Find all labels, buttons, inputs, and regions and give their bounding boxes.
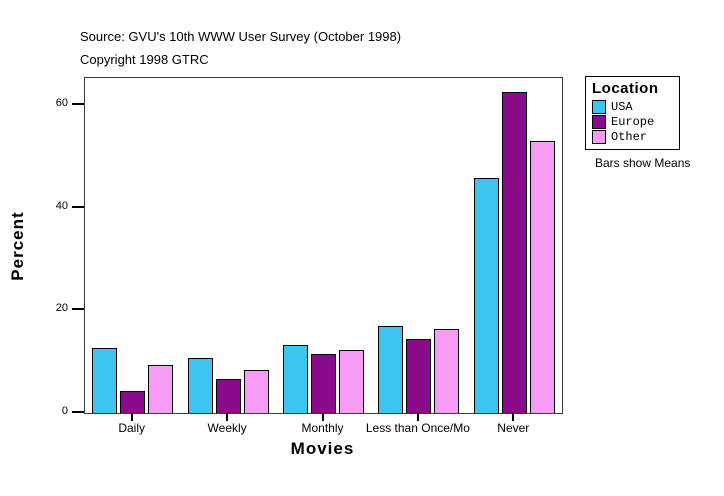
x-tick-label: Less than Once/Mo — [365, 421, 470, 435]
legend-swatch-other — [592, 129, 606, 144]
y-tick-0 — [72, 411, 84, 413]
legend-item-other: Other — [592, 129, 673, 144]
legend-items: USA Europe Other — [592, 99, 673, 144]
bar-usa-3 — [378, 326, 403, 413]
bar-europe-3 — [406, 339, 431, 413]
x-tick-label: Weekly — [207, 421, 247, 435]
x-tick-label: Monthly — [301, 421, 344, 435]
bar-usa-0 — [92, 348, 117, 413]
x-tick-4 — [512, 413, 515, 421]
x-tick-2 — [321, 413, 324, 421]
bar-usa-4 — [474, 178, 499, 413]
bar-europe-0 — [120, 391, 145, 413]
bar-other-3 — [434, 329, 459, 413]
y-tick-label-20: 20 — [55, 302, 68, 315]
bar-usa-1 — [188, 358, 213, 413]
y-tick-40 — [72, 205, 84, 208]
x-tick-label: Never — [497, 421, 530, 435]
plot-area — [84, 77, 563, 414]
legend-swatch-usa — [592, 99, 606, 114]
copyright-text: Copyright 1998 GTRC — [80, 52, 209, 67]
x-axis-title: Movies — [290, 439, 355, 458]
legend-label: Europe — [611, 114, 655, 129]
bar-other-2 — [339, 350, 364, 413]
bar-europe-1 — [216, 379, 241, 413]
x-tick-label: Daily — [118, 421, 146, 435]
legend-swatch-europe — [592, 114, 606, 129]
bar-europe-4 — [502, 92, 527, 413]
bar-other-0 — [148, 365, 173, 413]
y-tick-label-40: 40 — [55, 199, 68, 212]
y-tick-60 — [72, 103, 84, 106]
x-tick-1 — [226, 413, 229, 421]
y-tick-20 — [72, 308, 84, 311]
legend-label: Other — [611, 129, 648, 144]
x-tick-3 — [416, 413, 419, 421]
legend-note: Bars show Means — [595, 156, 691, 170]
source-text: Source: GVU's 10th WWW User Survey (Octo… — [80, 29, 402, 44]
legend-item-usa: USA — [592, 99, 673, 114]
y-tick-label-0: 0 — [61, 405, 68, 417]
y-axis-title: Percent — [8, 211, 27, 281]
legend-item-europe: Europe — [592, 114, 673, 129]
legend-title: Location — [592, 80, 659, 97]
legend-label: USA — [611, 99, 633, 114]
bar-other-1 — [244, 370, 269, 413]
legend: Location USA Europe Other — [585, 76, 680, 150]
y-tick-label-60: 60 — [55, 97, 68, 110]
bar-other-4 — [530, 141, 555, 413]
x-tick-0 — [130, 413, 133, 421]
bar-usa-2 — [283, 345, 308, 413]
bar-europe-2 — [311, 354, 336, 413]
